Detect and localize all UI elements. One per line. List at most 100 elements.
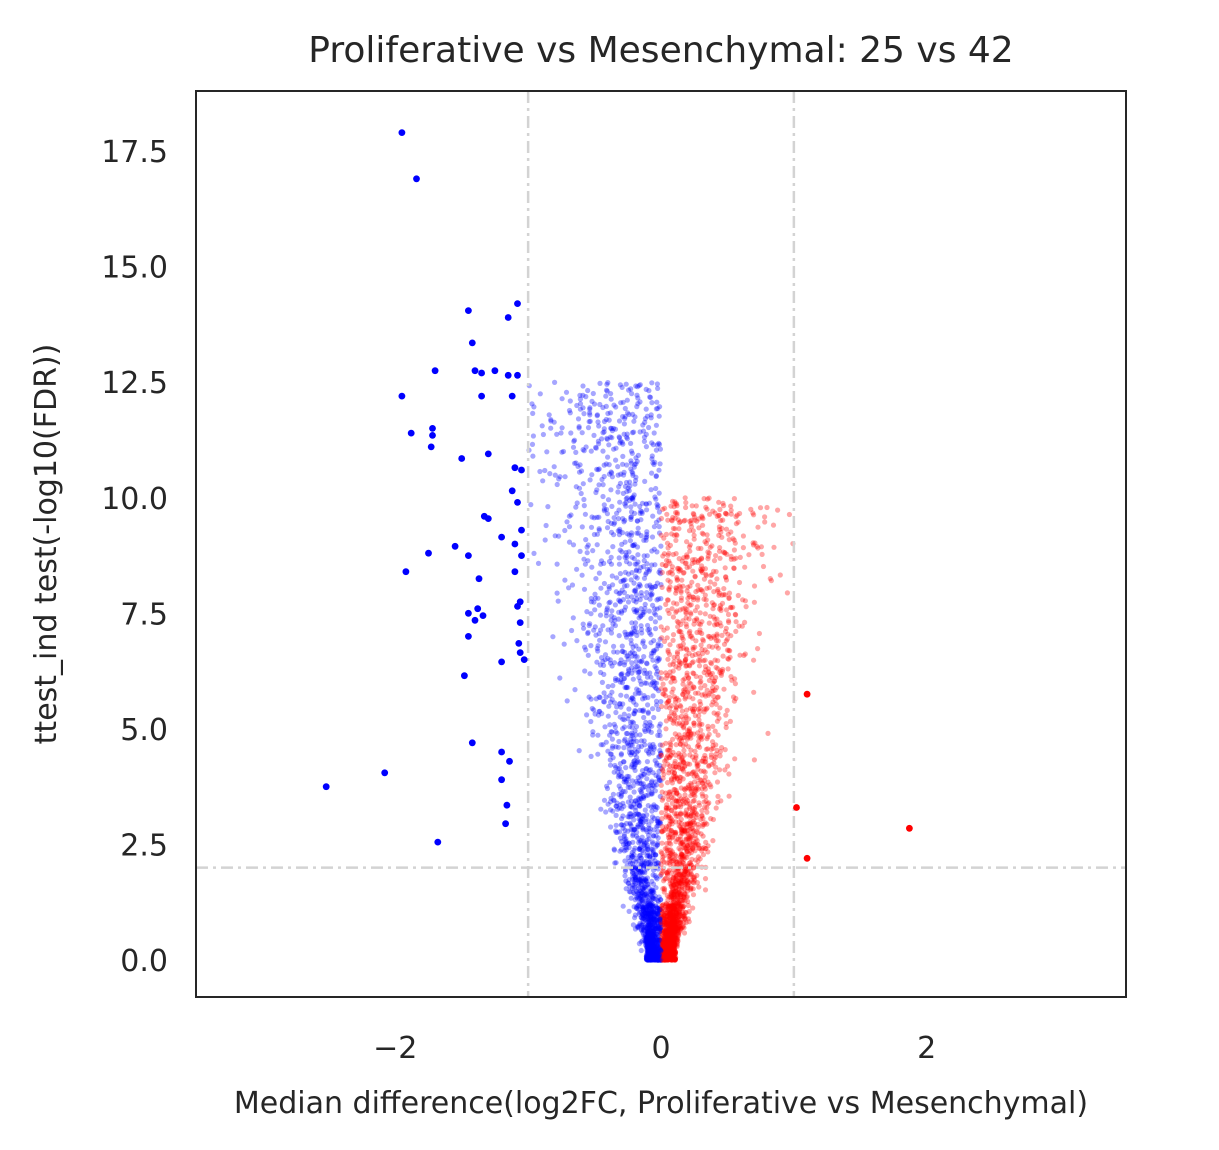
faint-point bbox=[677, 567, 684, 573]
faint-point bbox=[668, 716, 674, 723]
faint-point bbox=[695, 780, 701, 787]
faint-point bbox=[651, 648, 658, 654]
faint-point bbox=[669, 567, 675, 573]
faint-point bbox=[690, 874, 697, 880]
significant-point bbox=[431, 367, 439, 375]
faint-point bbox=[775, 507, 781, 513]
faint-point bbox=[645, 911, 651, 917]
faint-point bbox=[585, 425, 592, 431]
faint-point bbox=[691, 720, 697, 726]
significant-point bbox=[793, 804, 800, 811]
faint-point bbox=[722, 550, 728, 556]
faint-point bbox=[592, 595, 598, 601]
faint-point bbox=[611, 532, 617, 538]
faint-point bbox=[617, 829, 623, 835]
faint-point bbox=[631, 628, 638, 634]
faint-point bbox=[690, 684, 697, 690]
faint-point bbox=[741, 652, 747, 659]
faint-point bbox=[653, 422, 660, 428]
faint-point bbox=[551, 464, 557, 470]
faint-point bbox=[626, 713, 632, 719]
faint-point bbox=[681, 760, 687, 766]
faint-point bbox=[684, 894, 690, 900]
faint-point bbox=[609, 689, 615, 695]
faint-point bbox=[693, 638, 699, 644]
faint-point bbox=[727, 718, 734, 725]
faint-point bbox=[633, 888, 640, 895]
faint-point bbox=[732, 611, 738, 618]
faint-point bbox=[625, 599, 632, 605]
faint-point bbox=[680, 570, 687, 576]
faint-point bbox=[664, 597, 671, 603]
faint-point bbox=[675, 624, 681, 630]
faint-point bbox=[672, 758, 678, 764]
faint-point bbox=[693, 810, 699, 816]
faint-point bbox=[668, 742, 674, 748]
faint-point bbox=[679, 878, 686, 884]
faint-point bbox=[700, 522, 706, 528]
faint-point bbox=[680, 893, 687, 899]
faint-point bbox=[604, 783, 610, 789]
faint-point bbox=[644, 776, 650, 782]
faint-point bbox=[625, 814, 631, 820]
faint-point bbox=[631, 870, 637, 876]
faint-point bbox=[659, 870, 665, 876]
faint-point bbox=[647, 722, 653, 728]
faint-point bbox=[688, 786, 694, 792]
faint-point bbox=[760, 563, 767, 570]
faint-point bbox=[654, 549, 660, 555]
faint-point bbox=[680, 691, 686, 698]
faint-point bbox=[644, 930, 651, 936]
faint-point bbox=[672, 830, 679, 836]
faint-point bbox=[613, 404, 619, 410]
significant-point bbox=[407, 429, 415, 437]
faint-point bbox=[621, 832, 627, 838]
faint-point bbox=[653, 874, 659, 881]
faint-point bbox=[671, 776, 678, 782]
faint-point bbox=[676, 880, 682, 886]
faint-point bbox=[620, 441, 626, 447]
faint-point bbox=[621, 607, 628, 613]
faint-point bbox=[640, 794, 647, 800]
faint-point bbox=[555, 598, 561, 604]
faint-point bbox=[636, 904, 642, 910]
faint-point bbox=[579, 524, 585, 530]
faint-point bbox=[633, 804, 639, 810]
faint-point bbox=[628, 632, 634, 638]
faint-point bbox=[620, 813, 626, 819]
faint-point bbox=[702, 786, 708, 792]
faint-point bbox=[706, 550, 712, 556]
faint-point bbox=[656, 490, 662, 496]
faint-point bbox=[616, 484, 622, 490]
faint-point bbox=[700, 780, 706, 786]
faint-point bbox=[635, 812, 642, 818]
faint-point bbox=[652, 680, 658, 686]
faint-point bbox=[603, 609, 610, 616]
faint-point bbox=[699, 813, 705, 819]
faint-point bbox=[694, 785, 700, 791]
faint-point bbox=[653, 803, 659, 810]
faint-point bbox=[684, 720, 690, 726]
faint-point bbox=[636, 941, 643, 947]
faint-point bbox=[638, 773, 644, 779]
faint-point bbox=[707, 511, 713, 517]
faint-point bbox=[694, 763, 700, 769]
faint-point bbox=[650, 855, 656, 861]
faint-point bbox=[663, 814, 669, 820]
faint-point bbox=[652, 941, 658, 947]
faint-point bbox=[669, 818, 676, 824]
faint-point bbox=[657, 917, 663, 923]
faint-point bbox=[623, 632, 629, 638]
faint-point bbox=[657, 461, 663, 467]
faint-point bbox=[666, 813, 672, 819]
faint-point bbox=[573, 449, 579, 455]
faint-point bbox=[713, 553, 719, 559]
faint-point bbox=[636, 743, 642, 750]
faint-point bbox=[635, 835, 641, 841]
faint-point bbox=[679, 840, 685, 847]
faint-point bbox=[597, 662, 604, 668]
faint-point bbox=[668, 752, 674, 758]
faint-point bbox=[726, 793, 732, 799]
faint-point bbox=[667, 715, 673, 721]
faint-point bbox=[682, 686, 688, 692]
